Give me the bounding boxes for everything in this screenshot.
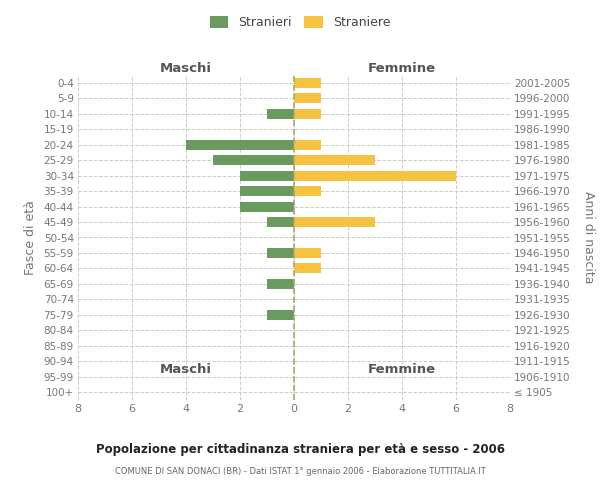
Legend: Stranieri, Straniere: Stranieri, Straniere bbox=[205, 11, 395, 34]
Bar bbox=[294, 248, 321, 258]
Bar bbox=[267, 217, 294, 227]
Bar bbox=[240, 202, 294, 211]
Bar bbox=[294, 93, 321, 103]
Bar bbox=[294, 170, 456, 180]
Y-axis label: Fasce di età: Fasce di età bbox=[23, 200, 37, 275]
Text: COMUNE DI SAN DONACI (BR) - Dati ISTAT 1° gennaio 2006 - Elaborazione TUTTITALIA: COMUNE DI SAN DONACI (BR) - Dati ISTAT 1… bbox=[115, 468, 485, 476]
Bar bbox=[294, 264, 321, 274]
Bar bbox=[294, 155, 375, 165]
Text: Popolazione per cittadinanza straniera per età e sesso - 2006: Popolazione per cittadinanza straniera p… bbox=[95, 442, 505, 456]
Bar bbox=[267, 108, 294, 118]
Bar bbox=[240, 170, 294, 180]
Bar bbox=[240, 186, 294, 196]
Bar bbox=[294, 217, 375, 227]
Text: Maschi: Maschi bbox=[160, 62, 212, 75]
Text: Femmine: Femmine bbox=[368, 62, 436, 75]
Bar bbox=[267, 279, 294, 289]
Y-axis label: Anni di nascita: Anni di nascita bbox=[582, 191, 595, 284]
Text: Femmine: Femmine bbox=[368, 363, 436, 376]
Bar bbox=[267, 248, 294, 258]
Bar bbox=[294, 78, 321, 88]
Bar bbox=[294, 186, 321, 196]
Text: Maschi: Maschi bbox=[160, 363, 212, 376]
Bar bbox=[294, 108, 321, 118]
Bar bbox=[213, 155, 294, 165]
Bar bbox=[186, 140, 294, 149]
Bar bbox=[294, 140, 321, 149]
Bar bbox=[267, 310, 294, 320]
